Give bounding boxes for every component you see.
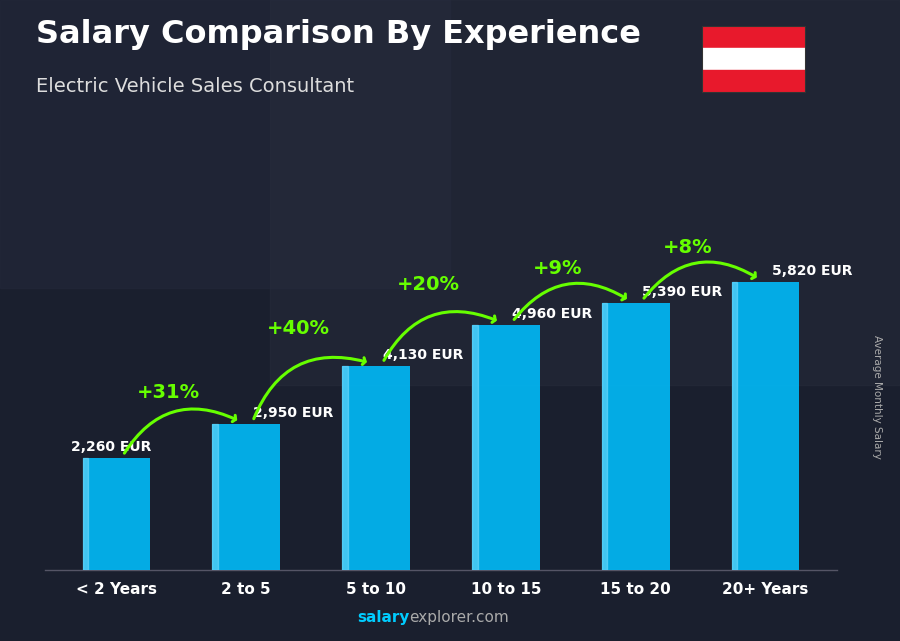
Bar — [270, 0, 900, 385]
Bar — [212, 424, 218, 570]
Bar — [212, 424, 280, 570]
Bar — [732, 282, 799, 570]
Text: 2,260 EUR: 2,260 EUR — [71, 440, 151, 454]
Bar — [83, 458, 88, 570]
Text: explorer.com: explorer.com — [410, 610, 509, 625]
Bar — [472, 324, 540, 570]
Text: +20%: +20% — [397, 276, 460, 294]
Bar — [602, 303, 670, 570]
Text: 2,950 EUR: 2,950 EUR — [253, 406, 333, 420]
Text: +9%: +9% — [533, 259, 582, 278]
Text: Salary Comparison By Experience: Salary Comparison By Experience — [36, 19, 641, 50]
Bar — [83, 458, 150, 570]
Bar — [0, 0, 450, 288]
Text: 4,960 EUR: 4,960 EUR — [512, 306, 593, 320]
Text: Average Monthly Salary: Average Monthly Salary — [872, 335, 883, 460]
Bar — [702, 71, 806, 93]
Text: salary: salary — [357, 610, 410, 625]
Bar — [702, 26, 806, 48]
Text: +8%: +8% — [663, 238, 713, 257]
Text: 4,130 EUR: 4,130 EUR — [382, 348, 463, 362]
Text: +31%: +31% — [137, 383, 200, 401]
Text: Electric Vehicle Sales Consultant: Electric Vehicle Sales Consultant — [36, 77, 354, 96]
Bar — [342, 366, 410, 570]
Bar — [602, 303, 608, 570]
Text: +40%: +40% — [266, 319, 329, 338]
Bar — [732, 282, 737, 570]
Text: 5,390 EUR: 5,390 EUR — [643, 285, 723, 299]
Bar — [472, 324, 478, 570]
Text: 5,820 EUR: 5,820 EUR — [772, 264, 852, 278]
Bar — [342, 366, 347, 570]
Bar — [702, 48, 806, 71]
